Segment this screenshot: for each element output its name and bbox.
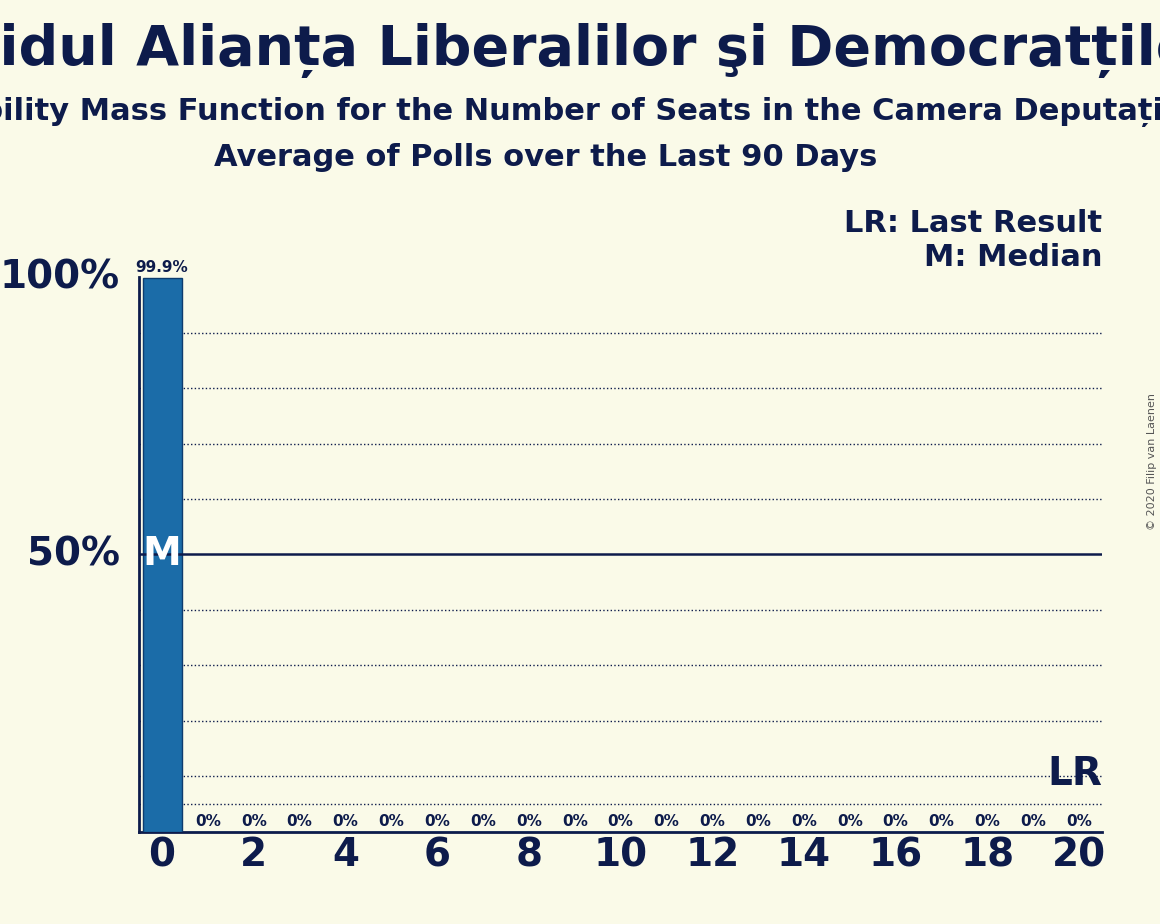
Text: Probability Mass Function for the Number of Seats in the Camera Deputaților: Probability Mass Function for the Number… (0, 97, 1160, 127)
Text: 99.9%: 99.9% (136, 260, 188, 275)
Text: 0%: 0% (470, 814, 496, 829)
Text: M: M (143, 535, 181, 574)
Text: 0%: 0% (287, 814, 312, 829)
Text: 0%: 0% (699, 814, 725, 829)
Text: 50%: 50% (27, 535, 119, 574)
Text: 0%: 0% (791, 814, 817, 829)
Text: 0%: 0% (378, 814, 405, 829)
Text: 0%: 0% (425, 814, 450, 829)
Text: 0%: 0% (333, 814, 358, 829)
Text: M: Median: M: Median (923, 243, 1102, 272)
Text: 0%: 0% (653, 814, 680, 829)
Text: Partidul Alianța Liberalilor şi Democratților: Partidul Alianța Liberalilor şi Democrat… (0, 23, 1160, 79)
Text: 0%: 0% (608, 814, 633, 829)
Text: LR: LR (1047, 755, 1102, 793)
Text: 0%: 0% (929, 814, 955, 829)
Text: LR: Last Result: LR: Last Result (843, 210, 1102, 238)
Text: 0%: 0% (1066, 814, 1092, 829)
Text: 0%: 0% (195, 814, 220, 829)
Text: 0%: 0% (883, 814, 908, 829)
Bar (143, 278, 182, 832)
Text: 0%: 0% (745, 814, 771, 829)
Text: Average of Polls over the Last 90 Days: Average of Polls over the Last 90 Days (213, 143, 877, 172)
Text: 0%: 0% (836, 814, 863, 829)
Text: 100%: 100% (0, 258, 119, 297)
Text: 0%: 0% (561, 814, 588, 829)
Text: 0%: 0% (1021, 814, 1046, 829)
Text: 0%: 0% (241, 814, 267, 829)
Text: 0%: 0% (516, 814, 542, 829)
Text: © 2020 Filip van Laenen: © 2020 Filip van Laenen (1147, 394, 1157, 530)
Text: 0%: 0% (974, 814, 1000, 829)
